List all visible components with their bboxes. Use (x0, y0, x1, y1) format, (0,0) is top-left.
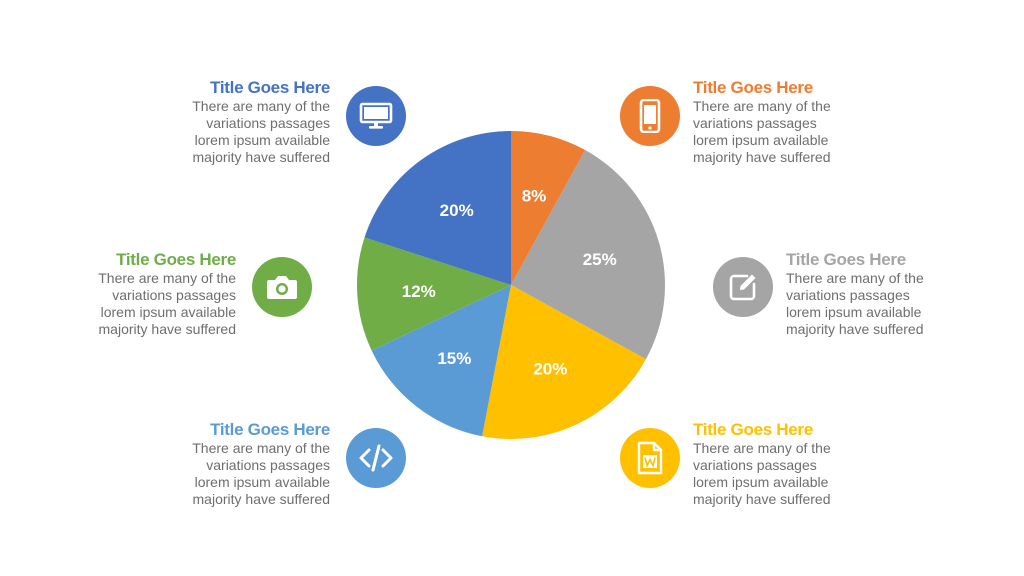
block-text-line: There are many of the (98, 270, 236, 286)
block-text-line: variations passages (693, 457, 817, 473)
block-text-line: There are many of the (786, 270, 924, 286)
pie-slice-label: 20% (440, 201, 474, 220)
block-text-line: lorem ipsum available (786, 304, 922, 320)
block-text-line: majority have suffered (192, 491, 330, 507)
pie-slice (511, 131, 586, 285)
pie-slice-label: 25% (583, 250, 617, 269)
block-text-line: There are many of the (192, 440, 330, 456)
block-text-line: lorem ipsum available (693, 132, 829, 148)
block-text-line: variations passages (206, 115, 330, 131)
pie-slice (482, 285, 646, 440)
block-title: Title Goes Here (693, 420, 813, 439)
pie-slice-label: 12% (402, 282, 436, 301)
block-title: Title Goes Here (210, 78, 330, 97)
info-block-top-right: Title Goes Here There are many of the va… (693, 78, 883, 166)
block-text-line: variations passages (112, 287, 236, 303)
info-block-top-left: Title Goes Here There are many of the va… (140, 78, 330, 166)
pie-slice-label: 20% (533, 360, 567, 379)
block-text-line: majority have suffered (693, 149, 831, 165)
block-title: Title Goes Here (210, 420, 330, 439)
info-block-middle-right: Title Goes Here There are many of the va… (786, 250, 976, 338)
info-block-middle-left: Title Goes Here There are many of the va… (46, 250, 236, 338)
block-title: Title Goes Here (693, 78, 813, 97)
block-title: Title Goes Here (116, 250, 236, 269)
block-text-line: lorem ipsum available (194, 474, 330, 490)
info-block-bottom-left: Title Goes Here There are many of the va… (140, 420, 330, 508)
block-text-line: lorem ipsum available (693, 474, 829, 490)
block-text-line: There are many of the (693, 440, 831, 456)
pie-slice-label: 15% (437, 349, 471, 368)
smartphone-icon (620, 86, 680, 146)
block-text-line: variations passages (786, 287, 910, 303)
pie-slice-label: 8% (522, 187, 547, 206)
pie-slice (511, 150, 665, 360)
block-text-line: majority have suffered (192, 149, 330, 165)
block-text-line: variations passages (693, 115, 817, 131)
camera-icon (252, 257, 312, 317)
block-text-line: majority have suffered (786, 321, 924, 337)
pie-slice (371, 285, 511, 437)
info-block-bottom-right: Title Goes Here There are many of the va… (693, 420, 883, 508)
block-text-line: lorem ipsum available (194, 132, 330, 148)
block-text-line: variations passages (206, 457, 330, 473)
code-icon (346, 428, 406, 488)
block-text-line: There are many of the (192, 98, 330, 114)
edit-icon (713, 257, 773, 317)
block-text-line: majority have suffered (693, 491, 831, 507)
block-text-line: majority have suffered (98, 321, 236, 337)
word-document-icon (620, 428, 680, 488)
block-title: Title Goes Here (786, 250, 906, 269)
pie-slice (357, 237, 511, 351)
block-text-line: There are many of the (693, 98, 831, 114)
monitor-icon (346, 86, 406, 146)
pie-slice (364, 131, 511, 285)
block-text-line: lorem ipsum available (100, 304, 236, 320)
